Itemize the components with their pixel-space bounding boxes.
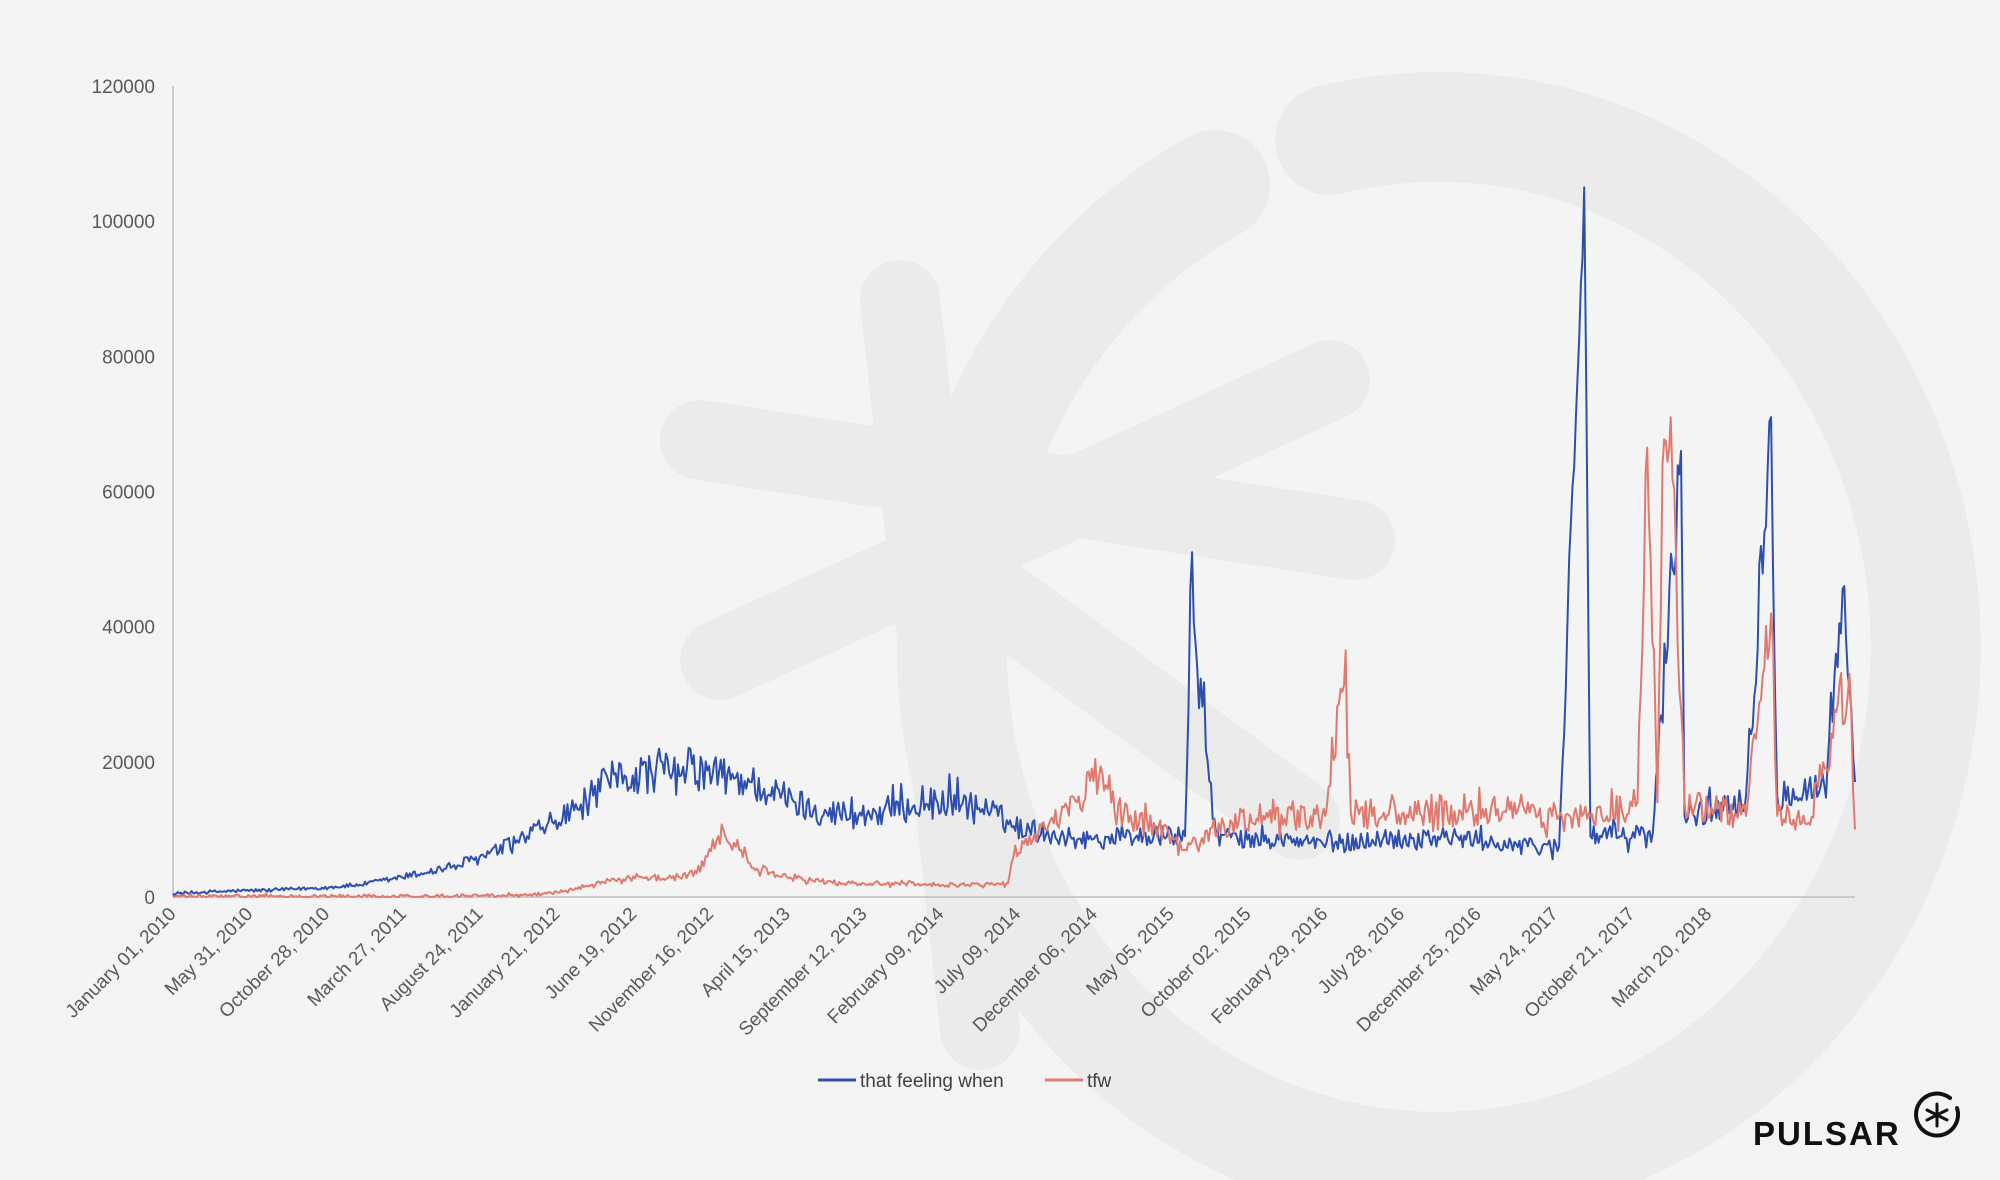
watermark-logo-icon — [660, 71, 1981, 1180]
legend: that feeling when tfw — [818, 1071, 1112, 1092]
y-tick-label: 20000 — [102, 753, 155, 774]
brand-logo: PULSAR — [1753, 1091, 1961, 1152]
y-tick-label: 80000 — [102, 347, 155, 368]
y-tick-labels: 0 20000 40000 60000 80000 100000 120000 — [92, 77, 155, 909]
series-line-that-feeling-when — [172, 186, 1856, 897]
x-tick-label: September 12, 2013 — [735, 904, 872, 1041]
y-tick-label: 40000 — [102, 618, 155, 639]
y-tick-label: 120000 — [92, 77, 155, 98]
series-lines — [172, 186, 1856, 898]
brand-name: PULSAR — [1753, 1115, 1901, 1152]
series-line-tfw — [172, 416, 1856, 898]
legend-label-that-feeling-when: that feeling when — [860, 1071, 1004, 1092]
y-tick-label: 100000 — [92, 212, 155, 233]
asterisk-circle-icon — [1914, 1091, 1961, 1138]
y-tick-label: 60000 — [102, 483, 155, 504]
legend-label-tfw: tfw — [1087, 1071, 1112, 1092]
y-tick-label: 0 — [144, 888, 155, 909]
x-tick-label: January 01, 2010 — [62, 904, 181, 1023]
